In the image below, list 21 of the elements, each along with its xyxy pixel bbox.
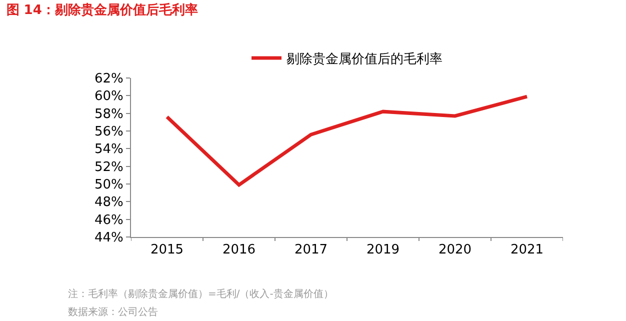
x-tick-label: 2017 <box>294 242 328 258</box>
y-tick-label: 54% <box>94 142 124 158</box>
y-tick-label: 58% <box>94 106 124 122</box>
y-tick-label: 60% <box>94 89 124 104</box>
text: 注：毛利率（剔除贵金属价值）=毛利/（收入-贵金属价值） <box>68 288 334 300</box>
legend-label: 剔除贵金属价值后的毛利率 <box>286 51 442 68</box>
x-tick-label: 2020 <box>438 242 472 258</box>
x-tick-label: 2016 <box>222 242 256 258</box>
source-note: 数据来源：公司公告 <box>68 306 158 318</box>
line-series <box>165 94 529 187</box>
y-tick-label: 56% <box>94 124 124 140</box>
y-tick-label: 48% <box>94 195 124 210</box>
x-tick-label: 2021 <box>510 242 544 258</box>
x-tick-label: 2019 <box>366 242 400 258</box>
chart-title: 图 14：剔除贵金属价值后毛利率 <box>6 2 198 18</box>
x-tick-label: 2015 <box>150 242 184 258</box>
y-tick-label: 50% <box>94 178 124 193</box>
y-tick-label: 62% <box>94 72 124 87</box>
y-tick-label: 44% <box>94 230 124 246</box>
y-tick-label: 52% <box>94 160 124 175</box>
y-tick-label: 46% <box>94 212 124 228</box>
